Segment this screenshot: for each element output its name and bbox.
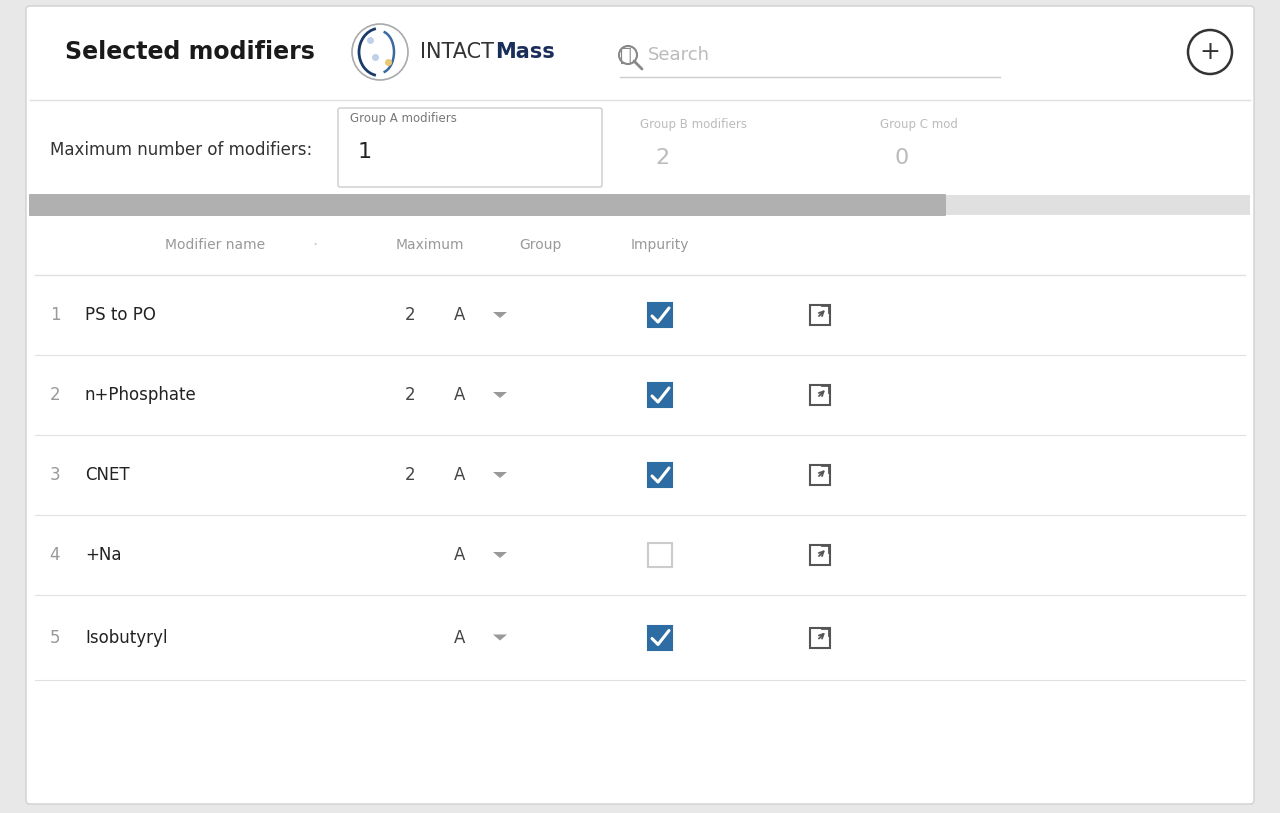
Text: 2: 2 bbox=[404, 386, 415, 404]
Text: Maximum: Maximum bbox=[396, 238, 465, 252]
Text: A: A bbox=[454, 628, 466, 646]
Bar bbox=[810, 628, 829, 647]
Bar bbox=[810, 305, 829, 325]
Text: A: A bbox=[454, 306, 466, 324]
Text: INTACT: INTACT bbox=[420, 42, 500, 62]
Text: A: A bbox=[454, 386, 466, 404]
Bar bbox=[648, 303, 672, 327]
Bar bbox=[29, 195, 1251, 215]
Text: Group B modifiers: Group B modifiers bbox=[640, 118, 748, 131]
Text: Group: Group bbox=[518, 238, 561, 252]
Bar bbox=[648, 543, 672, 567]
Text: Mass: Mass bbox=[495, 42, 554, 62]
Text: 2: 2 bbox=[50, 386, 60, 404]
Text: A: A bbox=[454, 466, 466, 484]
Text: Modifier name: Modifier name bbox=[165, 238, 265, 252]
Text: Maximum number of modifiers:: Maximum number of modifiers: bbox=[50, 141, 312, 159]
Text: Selected modifiers: Selected modifiers bbox=[65, 40, 315, 64]
Text: 2: 2 bbox=[404, 306, 415, 324]
Text: 5: 5 bbox=[50, 628, 60, 646]
Bar bbox=[810, 465, 829, 485]
Polygon shape bbox=[493, 312, 507, 318]
Bar bbox=[810, 545, 829, 565]
Text: 1: 1 bbox=[358, 142, 372, 162]
Polygon shape bbox=[493, 634, 507, 641]
Text: n+Phosphate: n+Phosphate bbox=[84, 386, 197, 404]
Polygon shape bbox=[493, 472, 507, 478]
Text: ·: · bbox=[312, 236, 317, 254]
Polygon shape bbox=[493, 552, 507, 558]
FancyBboxPatch shape bbox=[29, 194, 946, 216]
Text: +Na: +Na bbox=[84, 546, 122, 564]
FancyBboxPatch shape bbox=[26, 6, 1254, 804]
Text: ⌕: ⌕ bbox=[620, 46, 632, 64]
Bar bbox=[29, 10, 1251, 100]
Bar bbox=[648, 383, 672, 407]
Text: 3: 3 bbox=[50, 466, 60, 484]
Text: 4: 4 bbox=[50, 546, 60, 564]
Text: 1: 1 bbox=[50, 306, 60, 324]
Bar bbox=[810, 385, 829, 405]
Text: +: + bbox=[1199, 40, 1220, 64]
Text: Group A modifiers: Group A modifiers bbox=[349, 112, 457, 125]
Text: Group C mod: Group C mod bbox=[881, 118, 957, 131]
Bar bbox=[648, 625, 672, 650]
Text: Isobutyryl: Isobutyryl bbox=[84, 628, 168, 646]
Polygon shape bbox=[493, 392, 507, 398]
Text: 2: 2 bbox=[404, 466, 415, 484]
Text: 2: 2 bbox=[655, 148, 669, 168]
Text: CNET: CNET bbox=[84, 466, 129, 484]
Text: A: A bbox=[454, 546, 466, 564]
Text: 0: 0 bbox=[895, 148, 909, 168]
Bar bbox=[648, 463, 672, 487]
Text: PS to PO: PS to PO bbox=[84, 306, 156, 324]
Text: Impurity: Impurity bbox=[631, 238, 689, 252]
FancyBboxPatch shape bbox=[338, 108, 602, 187]
Text: Search: Search bbox=[648, 46, 710, 64]
